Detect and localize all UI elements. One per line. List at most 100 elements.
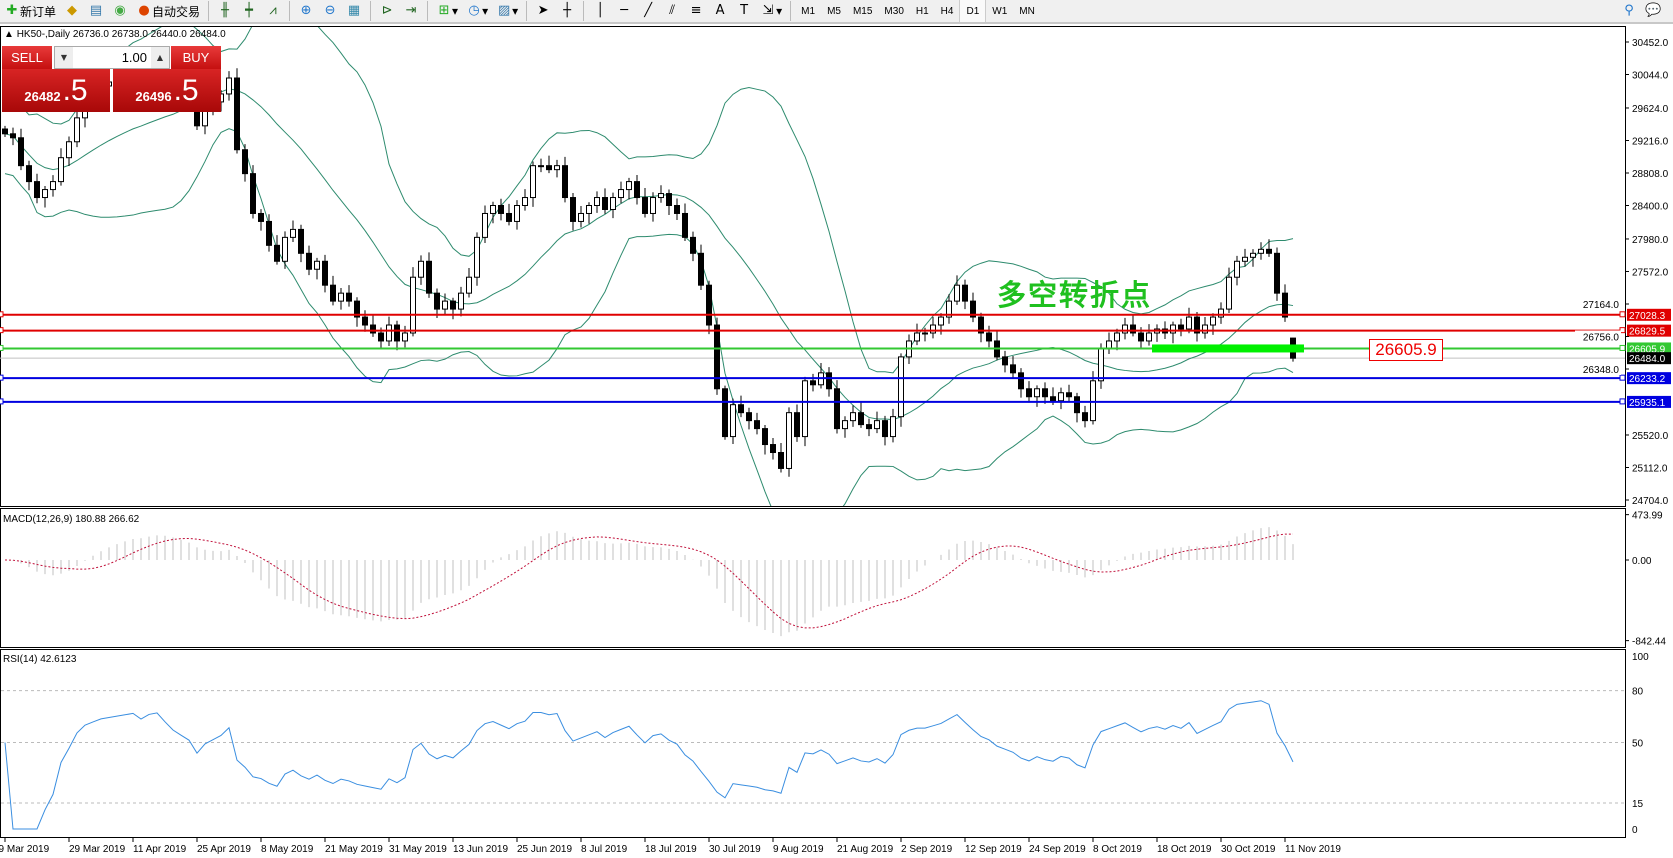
candle-body — [50, 181, 56, 191]
collapse-triangle-icon[interactable]: ▲ — [4, 29, 17, 40]
candle-body — [1226, 276, 1232, 310]
candle-body — [498, 205, 504, 214]
line-chart-icon: ⩘ — [269, 3, 277, 18]
candle-body — [378, 332, 384, 342]
sell-button[interactable]: SELL — [2, 46, 52, 69]
timeframe-m5[interactable]: M5 — [827, 5, 841, 17]
chart-shift-button[interactable]: ⊳ — [375, 0, 399, 22]
candle-body — [1018, 372, 1024, 390]
candle-body — [58, 157, 64, 183]
date-axis-label: 8 Oct 2019 — [1093, 844, 1142, 855]
macd-label: MACD(12,26,9) 180.88 266.62 — [3, 514, 140, 525]
vertical-line-button[interactable]: │ — [588, 0, 612, 22]
lot-increase-icon[interactable]: ▲ — [151, 47, 169, 68]
signals-button[interactable]: ◉ — [108, 0, 132, 22]
candle-body — [554, 165, 560, 171]
candle-body — [18, 137, 24, 167]
candle-body — [682, 212, 688, 238]
timeframe-m15[interactable]: M15 — [852, 5, 873, 17]
candlestick-button[interactable]: ┿ — [237, 0, 261, 22]
candle-body — [1282, 292, 1288, 318]
market-watch-icon: ◆ — [67, 3, 78, 18]
date-axis-label: 11 Apr 2019 — [133, 844, 187, 855]
indicators-button[interactable]: ⊞ ▾ — [432, 0, 462, 22]
new-order-button[interactable]: ✚ 新订单 — [0, 0, 60, 22]
zoom-in-button[interactable]: ⊕ — [294, 0, 318, 22]
data-window-button[interactable]: ▤ — [84, 0, 108, 22]
zoom-out-icon: ⊖ — [324, 3, 336, 18]
horizontal-line-button[interactable]: ─ — [612, 0, 636, 22]
timeframe-mn[interactable]: MN — [1019, 5, 1035, 17]
candle-body — [1146, 332, 1152, 342]
candle-body — [802, 380, 808, 438]
autoscroll-button[interactable]: ⇥ — [399, 0, 423, 22]
chart-annotation-text[interactable]: 多空转折点 — [997, 278, 1153, 312]
candle-body — [602, 197, 608, 210]
search-button[interactable]: ⚲ — [1617, 0, 1641, 22]
text-icon: A — [715, 3, 725, 18]
templates-icon: ▨ — [497, 3, 511, 18]
candle-body — [1074, 396, 1080, 414]
timeframe-d1[interactable]: D1 — [959, 0, 987, 22]
one-click-trading-panel: SELL ▼ 1.00 ▲ BUY 26482.5 26496.5 — [2, 46, 221, 112]
bar-chart-button[interactable]: ╫ — [213, 0, 237, 22]
cursor-button[interactable]: ➤ — [531, 0, 555, 22]
line-chart-button[interactable]: ⩘ — [261, 0, 285, 22]
macd-axis-label: 0.00 — [1632, 556, 1652, 567]
date-axis-label: 9 Aug 2019 — [773, 844, 824, 855]
zoom-out-button[interactable]: ⊖ — [318, 0, 342, 22]
buy-price-button[interactable]: 26496.5 — [113, 69, 221, 112]
chat-icon: 💬 — [1645, 3, 1662, 18]
equidistant-channel-button[interactable]: ⫽ — [660, 0, 684, 22]
candle-body — [346, 292, 352, 302]
buy-button[interactable]: BUY — [171, 46, 221, 69]
level-handle — [0, 374, 4, 381]
zoom-in-icon: ⊕ — [300, 3, 312, 18]
level-handle — [0, 344, 4, 351]
tile-windows-button[interactable]: ▦ — [342, 0, 366, 22]
auto-trading-button[interactable]: ● 自动交易 — [132, 0, 204, 22]
lot-size-stepper[interactable]: ▼ 1.00 ▲ — [54, 46, 170, 69]
ask-price-fraction: .5 — [173, 74, 199, 107]
sell-price-button[interactable]: 26482.5 — [2, 69, 110, 112]
chat-button[interactable]: 💬 — [1641, 0, 1665, 22]
text-button[interactable]: A — [708, 0, 732, 22]
lot-size-input[interactable]: 1.00 — [121, 50, 147, 65]
candle-body — [1178, 324, 1184, 330]
timeframe-m30[interactable]: M30 — [884, 5, 904, 17]
candle-body — [1114, 332, 1120, 342]
candle-body — [762, 428, 768, 446]
candle-body — [442, 300, 448, 310]
periods-button[interactable]: ◷ ▾ — [462, 0, 492, 22]
auto-trading-label: 自动交易 — [152, 4, 201, 19]
rsi-axis-label: 100 — [1632, 652, 1649, 663]
candle-body — [226, 77, 232, 95]
templates-button[interactable]: ▨ ▾ — [497, 3, 519, 18]
timeframe-w1[interactable]: W1 — [992, 5, 1008, 17]
tile-windows-icon: ▦ — [347, 3, 361, 18]
candle-body — [538, 165, 544, 168]
lot-decrease-icon[interactable]: ▼ — [55, 47, 73, 68]
date-axis-label: 11 Nov 2019 — [1285, 844, 1341, 855]
candle-body — [418, 260, 424, 278]
timeframe-m1[interactable]: M1 — [801, 5, 816, 17]
crosshair-button[interactable]: ┼ — [555, 0, 579, 22]
candle-body — [794, 412, 800, 438]
price-label-box[interactable]: 26605.9 — [1369, 339, 1443, 361]
timeframe-h1[interactable]: H1 — [915, 5, 929, 17]
price-axis-label: 26756.0 — [1583, 332, 1620, 343]
arrows-button[interactable]: ⇲ ▾ — [756, 0, 786, 22]
indicators-icon: ⊞ — [438, 3, 450, 18]
market-watch-button[interactable]: ◆ — [60, 0, 84, 22]
timeframe-h4[interactable]: H4 — [940, 5, 954, 17]
text-label-button[interactable]: T — [732, 0, 756, 22]
fibonacci-button[interactable]: ≡ — [684, 0, 708, 22]
price-axis-label: 26348.0 — [1583, 365, 1620, 376]
trendline-button[interactable]: ╱ — [636, 0, 660, 22]
date-axis-label: 25 Jun 2019 — [517, 844, 572, 855]
ask-price-main: 26496 — [135, 89, 172, 104]
candle-body — [234, 77, 240, 151]
toolbar-separator — [790, 1, 792, 21]
date-axis-label: 21 May 2019 — [325, 844, 383, 855]
